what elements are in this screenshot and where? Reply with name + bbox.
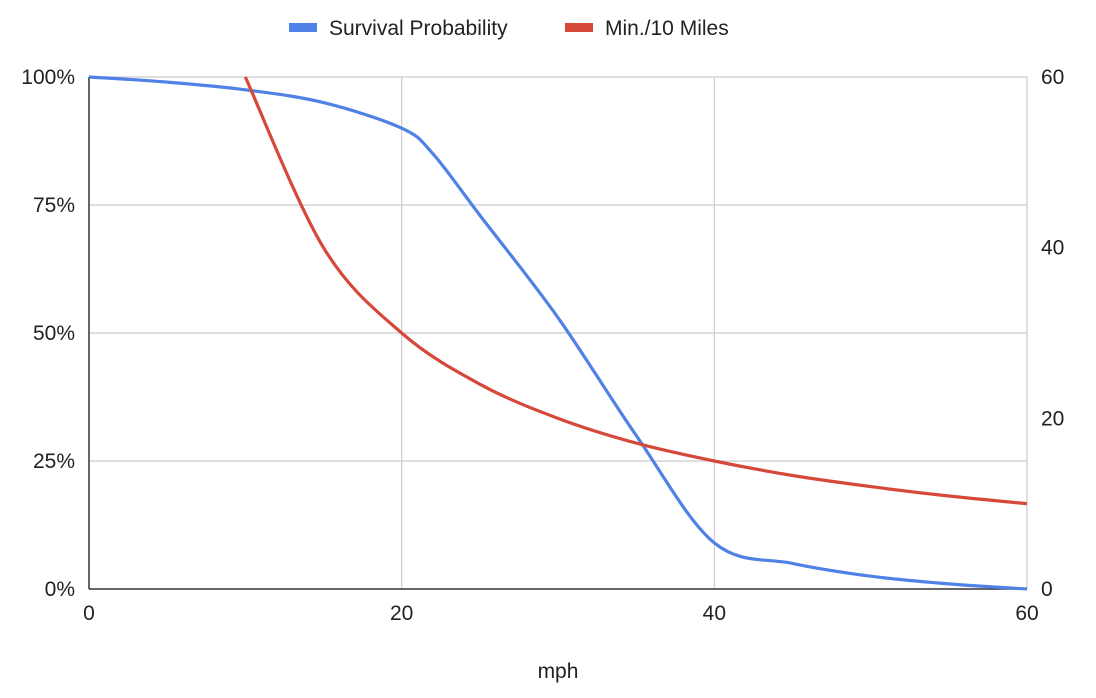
y-tick-label: 0%: [45, 578, 75, 601]
y-tick-label: 50%: [33, 322, 75, 345]
axes: [88, 77, 1027, 590]
series-line-survival-probability: [88, 75, 1028, 591]
x-tick-label: 0: [83, 602, 95, 625]
legend-swatch-min-10-miles: [565, 23, 593, 32]
y2-tick-label: 40: [1041, 237, 1064, 260]
x-tick-label: 60: [1015, 602, 1038, 625]
y2-tick-label: 0: [1041, 578, 1053, 601]
legend-swatch-survival-probability: [289, 23, 317, 32]
legend-label-survival-probability: Survival Probability: [329, 17, 508, 40]
y-tick-label: 25%: [33, 450, 75, 473]
x-tick-label: 40: [703, 602, 726, 625]
y2-tick-label: 20: [1041, 407, 1064, 430]
x-tick-label: 20: [390, 602, 413, 625]
series-lines: [88, 75, 1028, 591]
legend-label-min-10-miles: Min./10 Miles: [605, 17, 729, 40]
y-tick-label: 75%: [33, 194, 75, 217]
x-axis-title: mph: [538, 660, 579, 683]
y2-tick-label: 60: [1041, 66, 1064, 89]
gridlines: [89, 76, 1028, 589]
y-tick-label: 100%: [21, 66, 75, 89]
series-line-min-10-miles: [243, 76, 1028, 506]
legend: Survival Probability Min./10 Miles: [289, 17, 729, 40]
